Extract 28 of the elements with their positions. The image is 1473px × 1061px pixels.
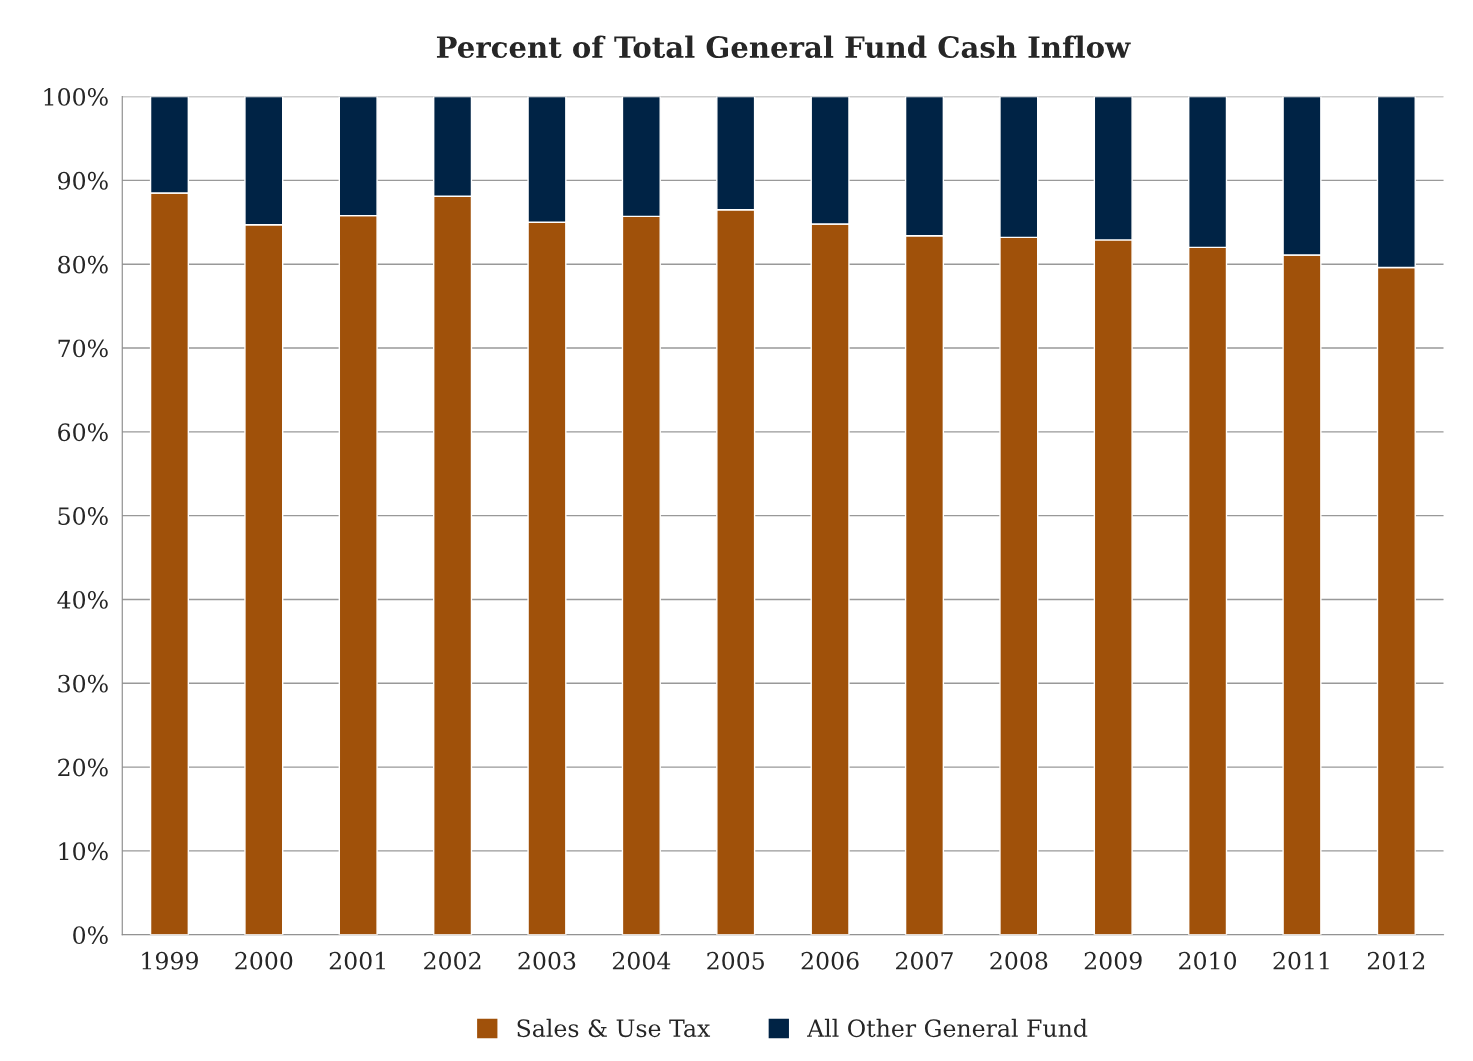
x-tick-label: 2000	[235, 951, 293, 970]
x-tick-label: 2012	[1367, 951, 1425, 970]
y-tick-label: 100%	[44, 88, 108, 106]
legend-label: Sales & Use Tax	[517, 1018, 711, 1038]
x-tick-label: 2001	[329, 951, 385, 970]
x-tick-label: 2007	[896, 951, 953, 970]
y-tick-label: 70%	[58, 339, 108, 358]
y-tick-label: 40%	[57, 590, 108, 609]
x-tick-label: 2006	[801, 951, 859, 970]
y-tick-label: 10%	[59, 842, 108, 861]
chart-title: Percent of Total General Fund Cash Inflow	[436, 35, 1131, 59]
y-tick-label: 80%	[58, 255, 108, 274]
x-tick-label: 2003	[518, 951, 576, 970]
x-tick-label: 2004	[612, 951, 671, 970]
y-tick-label: 90%	[58, 171, 108, 190]
y-tick-label: 20%	[58, 758, 108, 777]
x-tick-label: 2005	[707, 951, 764, 970]
y-tick-label: 0%	[73, 926, 108, 945]
x-tick-label: 2010	[1179, 951, 1237, 970]
y-tick-label: 30%	[58, 674, 108, 693]
y-tick-label: 60%	[58, 423, 108, 442]
x-tick-label: 1999	[142, 951, 198, 970]
x-tick-label: 2011	[1273, 951, 1329, 970]
x-tick-label: 2009	[1084, 951, 1142, 970]
x-tick-label: 2002	[424, 951, 481, 970]
y-tick-label: 50%	[58, 507, 108, 525]
legend-label: All Other General Fund	[807, 1018, 1088, 1038]
x-tick-label: 2008	[990, 951, 1048, 970]
